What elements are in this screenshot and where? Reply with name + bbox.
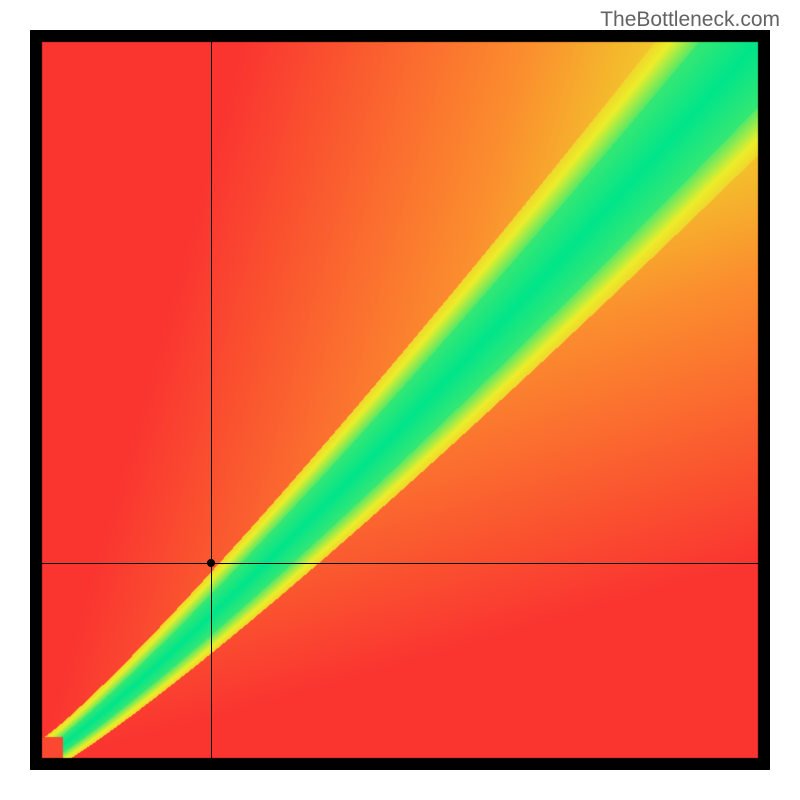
heatmap-canvas xyxy=(30,30,770,770)
plot-area xyxy=(30,30,770,770)
chart-container: TheBottleneck.com xyxy=(0,0,800,800)
crosshair-horizontal xyxy=(30,563,770,564)
crosshair-vertical xyxy=(211,30,212,770)
marker-dot xyxy=(207,559,215,567)
watermark-text: TheBottleneck.com xyxy=(600,8,780,32)
